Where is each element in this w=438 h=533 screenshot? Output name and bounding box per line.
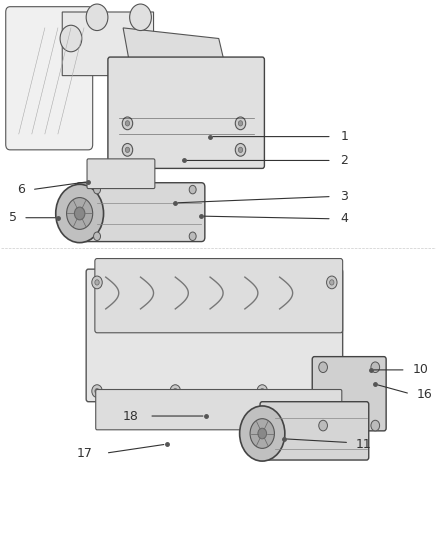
Text: 1: 1 — [340, 130, 348, 143]
Text: 10: 10 — [412, 364, 428, 376]
Circle shape — [94, 185, 100, 194]
FancyBboxPatch shape — [95, 259, 343, 333]
Circle shape — [86, 4, 108, 30]
Circle shape — [125, 147, 130, 152]
Circle shape — [92, 276, 102, 289]
Text: 6: 6 — [18, 183, 25, 196]
Circle shape — [189, 185, 196, 194]
Circle shape — [235, 117, 246, 130]
Circle shape — [122, 117, 133, 130]
Circle shape — [240, 406, 285, 461]
Circle shape — [238, 120, 243, 126]
Circle shape — [260, 389, 265, 394]
FancyBboxPatch shape — [87, 159, 155, 189]
Circle shape — [173, 389, 177, 394]
Circle shape — [319, 362, 328, 373]
Circle shape — [371, 420, 380, 431]
Circle shape — [327, 276, 337, 289]
FancyBboxPatch shape — [76, 183, 205, 241]
Circle shape — [250, 419, 275, 448]
Circle shape — [74, 207, 85, 220]
Text: 3: 3 — [340, 190, 348, 203]
FancyBboxPatch shape — [96, 390, 342, 430]
Circle shape — [125, 120, 130, 126]
FancyBboxPatch shape — [260, 402, 369, 460]
FancyBboxPatch shape — [6, 7, 93, 150]
Circle shape — [327, 385, 337, 398]
Circle shape — [95, 280, 99, 285]
Text: 17: 17 — [77, 447, 93, 459]
Circle shape — [122, 143, 133, 156]
Circle shape — [238, 147, 243, 152]
Circle shape — [235, 143, 246, 156]
Text: 4: 4 — [340, 212, 348, 225]
Circle shape — [258, 428, 267, 439]
Text: 2: 2 — [340, 154, 348, 167]
Text: 18: 18 — [123, 409, 138, 423]
Polygon shape — [62, 12, 154, 76]
Text: 5: 5 — [9, 211, 17, 224]
Circle shape — [330, 389, 334, 394]
Circle shape — [330, 280, 334, 285]
Text: 16: 16 — [417, 389, 432, 401]
Circle shape — [56, 184, 103, 243]
Polygon shape — [123, 28, 227, 76]
Circle shape — [319, 420, 328, 431]
Text: 11: 11 — [356, 438, 371, 450]
FancyBboxPatch shape — [312, 357, 386, 431]
FancyBboxPatch shape — [108, 57, 265, 168]
Circle shape — [170, 385, 180, 398]
Circle shape — [67, 198, 93, 229]
Circle shape — [95, 389, 99, 394]
Circle shape — [189, 232, 196, 240]
Circle shape — [371, 362, 380, 373]
Circle shape — [60, 25, 82, 52]
Circle shape — [92, 385, 102, 398]
Circle shape — [94, 232, 100, 240]
Circle shape — [257, 385, 268, 398]
FancyBboxPatch shape — [86, 269, 343, 402]
Circle shape — [130, 4, 152, 30]
